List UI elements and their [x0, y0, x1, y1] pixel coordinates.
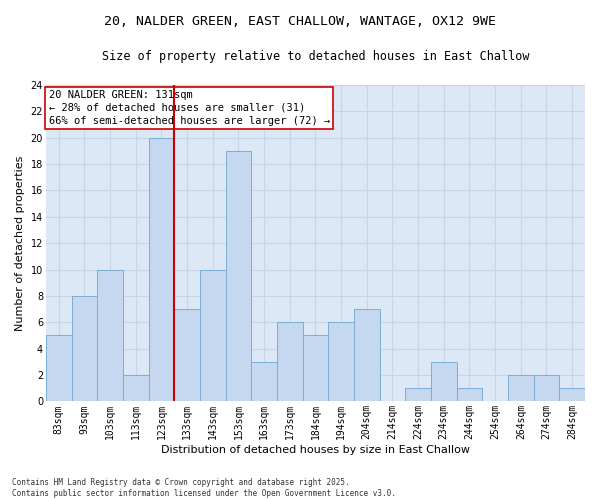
Bar [354, 309, 380, 402]
Text: 20 NALDER GREEN: 131sqm
← 28% of detached houses are smaller (31)
66% of semi-de: 20 NALDER GREEN: 131sqm ← 28% of detache… [49, 90, 330, 126]
Bar [559, 388, 585, 402]
Bar [226, 151, 251, 402]
Bar [123, 375, 149, 402]
Text: 20, NALDER GREEN, EAST CHALLOW, WANTAGE, OX12 9WE: 20, NALDER GREEN, EAST CHALLOW, WANTAGE,… [104, 15, 496, 28]
Bar [71, 296, 97, 402]
Bar [508, 375, 533, 402]
Bar [251, 362, 277, 402]
Bar [431, 362, 457, 402]
Bar [533, 375, 559, 402]
Bar [277, 322, 302, 402]
Bar [328, 322, 354, 402]
Text: Contains HM Land Registry data © Crown copyright and database right 2025.
Contai: Contains HM Land Registry data © Crown c… [12, 478, 396, 498]
Bar [97, 270, 123, 402]
X-axis label: Distribution of detached houses by size in East Challow: Distribution of detached houses by size … [161, 445, 470, 455]
Bar [149, 138, 174, 402]
Bar [405, 388, 431, 402]
Bar [302, 336, 328, 402]
Bar [46, 336, 71, 402]
Bar [174, 309, 200, 402]
Y-axis label: Number of detached properties: Number of detached properties [15, 156, 25, 331]
Bar [200, 270, 226, 402]
Title: Size of property relative to detached houses in East Challow: Size of property relative to detached ho… [101, 50, 529, 63]
Bar [457, 388, 482, 402]
